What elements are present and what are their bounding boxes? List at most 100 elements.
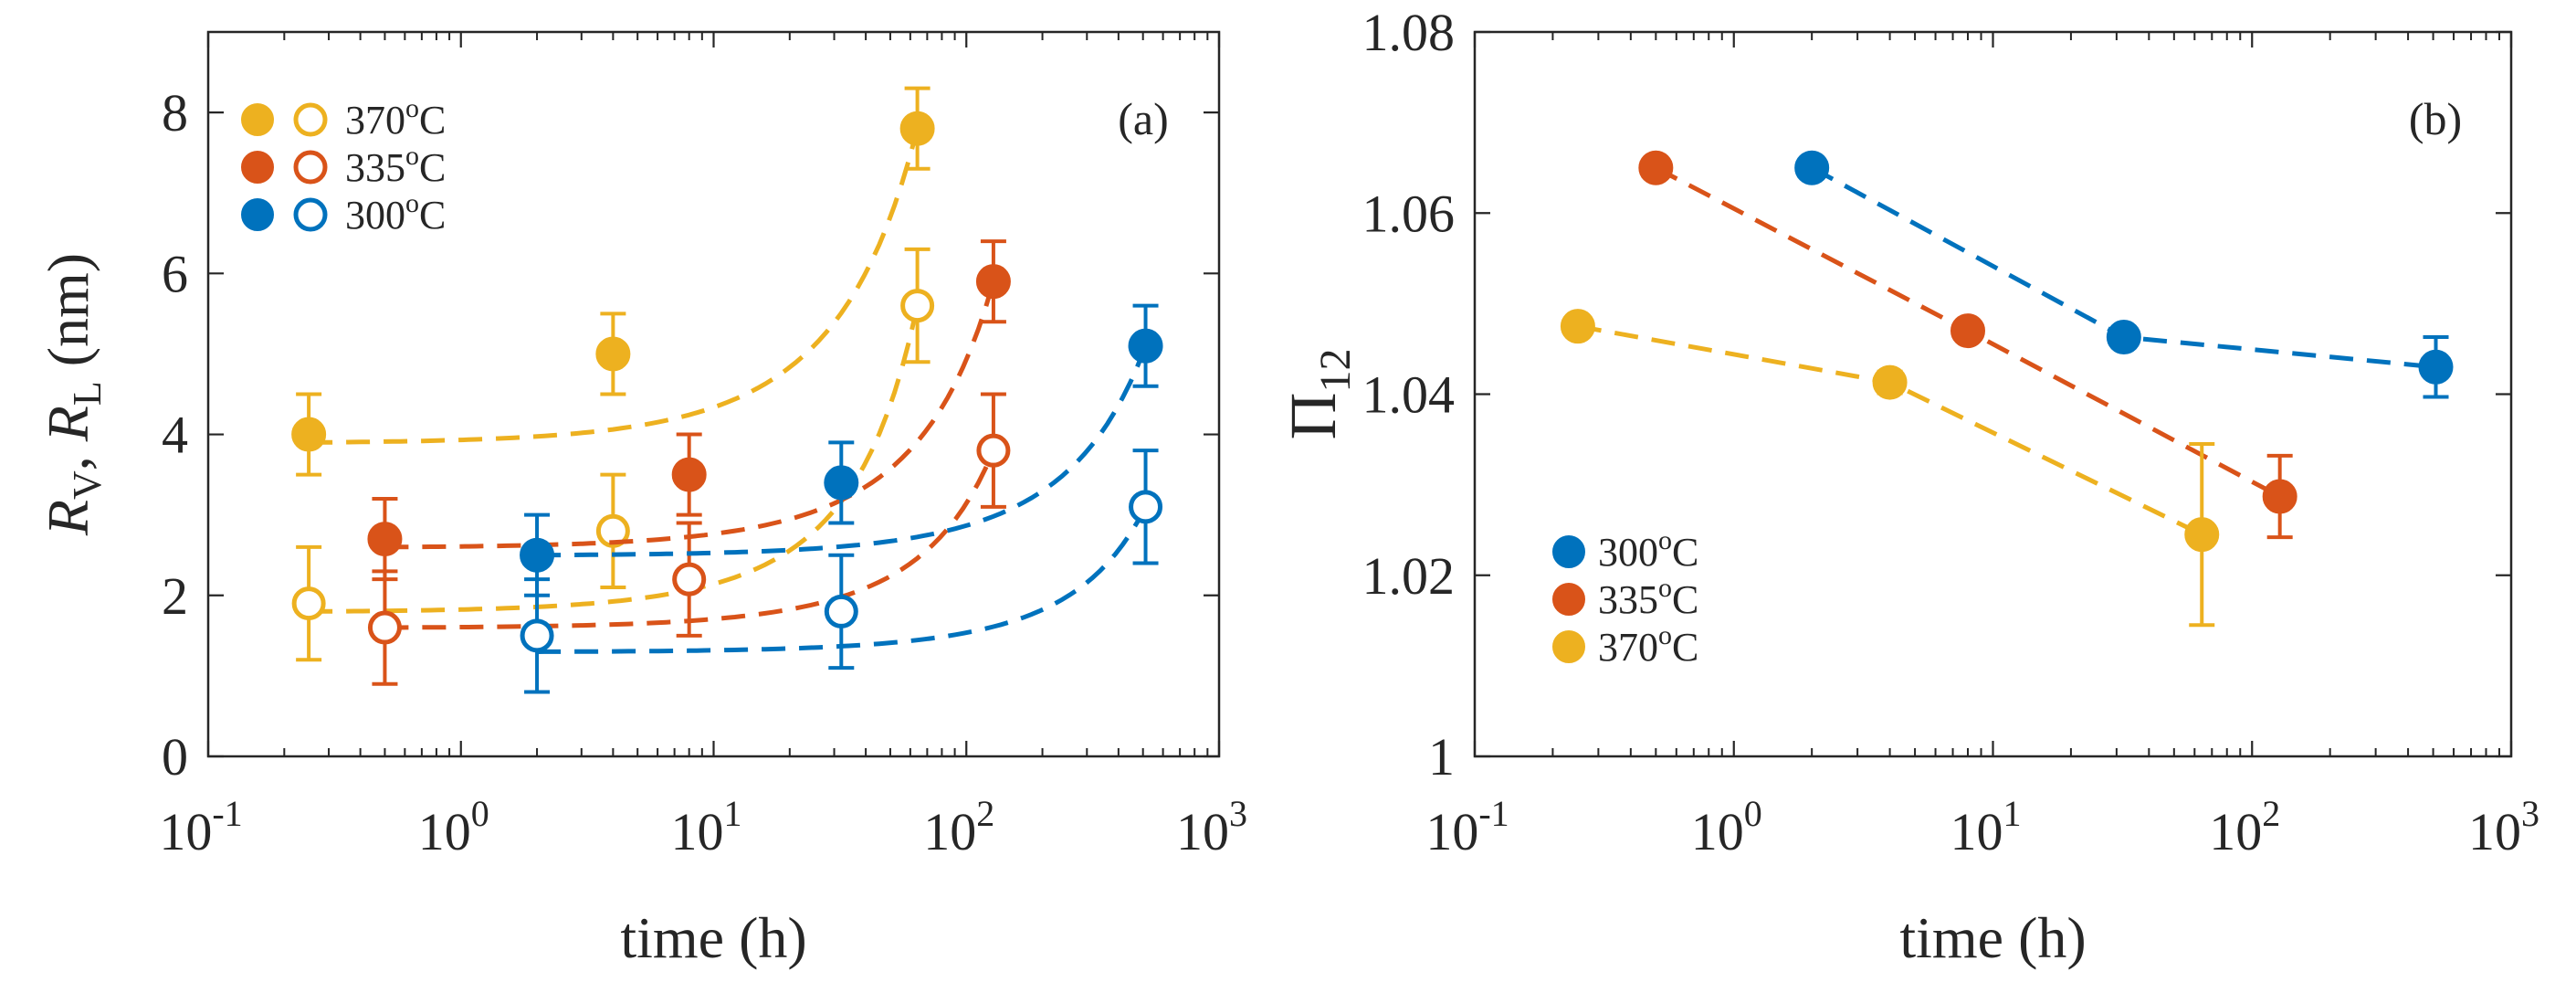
legend-marker [1552, 583, 1585, 616]
fit-curve [309, 128, 920, 445]
data-point [367, 522, 403, 557]
series-4 [520, 303, 1163, 597]
data-point [1560, 309, 1595, 344]
legend-unit: C [1672, 577, 1698, 622]
legend-label: 300oC [1598, 525, 1698, 575]
data-point [2418, 349, 2454, 385]
x-tick-exponent: -1 [1478, 793, 1509, 834]
fit-curve [537, 344, 1148, 558]
x-tick-exponent: -1 [212, 793, 242, 834]
x-tick-exponent: 0 [471, 793, 489, 834]
data-point [291, 586, 326, 621]
legend-label: 300oC [345, 188, 446, 238]
data-point [900, 289, 935, 323]
data-point [2184, 517, 2220, 553]
y-tick-label: 1.08 [1362, 3, 1456, 62]
legend-unit: C [419, 145, 446, 190]
data-point [595, 336, 631, 372]
data-point [899, 111, 935, 146]
series-3 [367, 392, 1011, 686]
x-tick-exponent: 3 [2521, 793, 2539, 834]
legend-marker [1552, 535, 1585, 568]
x-tick-label: 100 [418, 793, 489, 861]
y-tick-label: 2 [162, 566, 188, 626]
series-1 [291, 247, 935, 662]
legend-marker-open [293, 150, 328, 185]
x-tick-label: 103 [1176, 793, 1247, 861]
legend-temp: 370 [345, 98, 405, 143]
legend-marker-filled [241, 198, 274, 231]
series-line [1577, 323, 2203, 537]
legend-label: 335oC [1598, 573, 1698, 622]
legend-temp: 335 [345, 145, 405, 190]
y-tick-label: 0 [162, 727, 188, 787]
data-point [595, 513, 630, 548]
x-tick-label: 102 [2209, 793, 2280, 861]
x-tick-label: 10-1 [1425, 793, 1509, 861]
legend-marker-open [293, 197, 328, 232]
data-point [1950, 313, 1986, 349]
fit-curve [309, 305, 920, 614]
data-point [824, 465, 859, 501]
legend-label: 370oC [345, 93, 446, 143]
y-title-subscript: 12 [1311, 349, 1360, 393]
y-tick-label: 8 [162, 83, 188, 143]
y-tick-label: 6 [162, 244, 188, 303]
legend-unit: C [1672, 625, 1698, 670]
x-axis-title: time (h) [620, 905, 806, 970]
x-tick-base: 10 [671, 802, 724, 861]
x-tick-label: 102 [923, 793, 994, 861]
data-point [1872, 364, 1908, 400]
data-point [367, 610, 402, 645]
panel-label: (b) [2409, 93, 2462, 144]
legend-marker-open [293, 102, 328, 137]
y-tick-label: 1.02 [1362, 546, 1456, 606]
legend-marker-filled [241, 151, 274, 184]
legend-unit: C [419, 193, 446, 238]
data-point [520, 618, 554, 653]
x-axis-title: time (h) [1899, 905, 2086, 970]
y-title-r: R [36, 406, 100, 442]
x-tick-base: 10 [1691, 802, 1744, 861]
x-tick-exponent: 0 [1744, 793, 1762, 834]
series-2 [1560, 309, 2220, 628]
legend-temp: 300 [1598, 530, 1658, 575]
x-tick-base: 10 [2209, 802, 2262, 861]
y-title-r: R [36, 500, 100, 536]
y-axis-title: RV, RL (nm) [36, 253, 110, 536]
y-title-pi: Π [1277, 393, 1350, 440]
y-tick-label: 1.06 [1362, 184, 1456, 243]
x-tick-base: 10 [1176, 802, 1229, 861]
x-tick-base: 10 [2468, 802, 2521, 861]
data-point [291, 417, 327, 452]
legend-marker [1552, 630, 1585, 663]
y-title-sub-l: L [65, 381, 110, 406]
data-point [672, 562, 707, 597]
legend-degree: o [1658, 573, 1672, 603]
x-tick-label: 101 [1950, 793, 2022, 861]
legend-label: 370oC [1598, 620, 1698, 670]
legend-temp: 335 [1598, 577, 1658, 622]
data-point [976, 433, 1011, 468]
x-tick-exponent: 1 [2003, 793, 2022, 834]
x-tick-label: 101 [671, 793, 742, 861]
legend-degree: o [1658, 620, 1672, 650]
legend-label: 335oC [345, 141, 446, 190]
x-tick-base: 10 [418, 802, 471, 861]
x-tick-base: 10 [1425, 802, 1478, 861]
data-point [520, 537, 555, 573]
y-title-sub-v: V [65, 470, 110, 500]
x-tick-base: 10 [1950, 802, 2003, 861]
y-tick-label: 4 [162, 406, 188, 465]
x-tick-exponent: 3 [1229, 793, 1247, 834]
legend-degree: o [1658, 525, 1672, 555]
x-tick-label: 100 [1691, 793, 1762, 861]
x-tick-exponent: 2 [976, 793, 994, 834]
panel-label: (a) [1118, 93, 1169, 144]
data-point [975, 264, 1011, 300]
